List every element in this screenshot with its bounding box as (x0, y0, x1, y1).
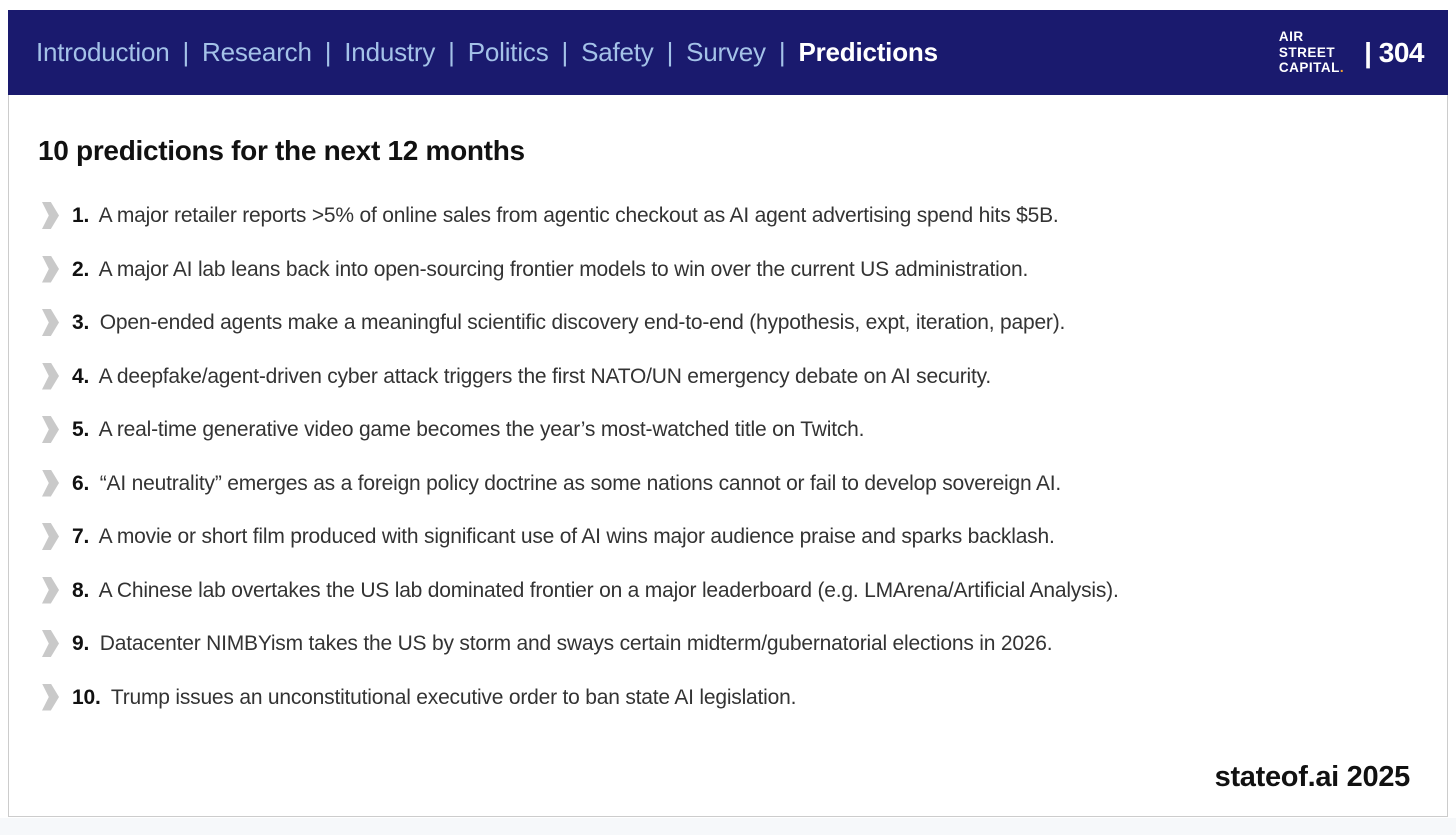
nav-item-safety[interactable]: Safety (581, 37, 654, 67)
prediction-item: 2. A major AI lab leans back into open-s… (42, 255, 1427, 283)
prediction-item: 5. A real-time generative video game bec… (42, 416, 1427, 443)
arrow-bullet-icon (42, 683, 59, 711)
prediction-text: 4. A deepfake/agent-driven cyber attack … (72, 363, 991, 390)
nav-separator: | (324, 37, 332, 67)
prediction-body: A real-time generative video game become… (94, 418, 865, 441)
nav-separator: | (182, 37, 190, 67)
prediction-body: Trump issues an unconstitutional executi… (105, 685, 797, 709)
prediction-number: 10. (72, 685, 101, 709)
nav-item-survey[interactable]: Survey (686, 37, 766, 67)
prediction-body: “AI neutrality” emerges as a foreign pol… (94, 471, 1062, 495)
prediction-item: 8. A Chinese lab overtakes the US lab do… (42, 576, 1427, 604)
nav-separator: | (561, 37, 569, 67)
logo-dot: . (1339, 60, 1345, 76)
prediction-text: 7. A movie or short film produced with s… (72, 523, 1055, 550)
logo-line-1: AIR (1278, 29, 1304, 45)
prediction-number: 3. (72, 311, 90, 334)
prediction-item: 7. A movie or short film produced with s… (42, 523, 1427, 550)
prediction-number: 2. (72, 257, 90, 281)
logo-line-3: CAPITAL. (1278, 60, 1345, 76)
prediction-text: 9. Datacenter NIMBYism takes the US by s… (72, 630, 1053, 657)
nav-item-industry[interactable]: Industry (344, 37, 436, 67)
arrow-bullet-icon (42, 469, 59, 497)
arrow-bullet-icon (42, 255, 59, 283)
arrow-bullet-icon (42, 630, 59, 657)
prediction-body: A Chinese lab overtakes the US lab domin… (94, 578, 1119, 602)
arrow-bullet-icon (42, 576, 59, 604)
nav-item-research[interactable]: Research (202, 37, 312, 67)
arrow-bullet-icon (42, 416, 59, 443)
nav-item-introduction[interactable]: Introduction (36, 37, 170, 67)
page-number-separator: | (1364, 36, 1372, 68)
page-bottom-strip (0, 818, 1456, 835)
nav-separator: | (666, 37, 674, 67)
air-street-capital-logo: AIR STREET CAPITAL. (1279, 29, 1344, 76)
nav-item-politics[interactable]: Politics (467, 37, 549, 67)
prediction-number: 7. (72, 525, 90, 548)
prediction-text: 8. A Chinese lab overtakes the US lab do… (72, 577, 1119, 604)
prediction-item: 3. Open-ended agents make a meaningful s… (42, 309, 1427, 336)
nav-separator: | (778, 37, 786, 67)
prediction-item: 6. “AI neutrality” emerges as a foreign … (42, 469, 1427, 497)
prediction-item: 1. A major retailer reports >5% of onlin… (42, 202, 1427, 229)
arrow-bullet-icon (42, 202, 59, 229)
prediction-text: 6. “AI neutrality” emerges as a foreign … (72, 470, 1061, 497)
prediction-body: A major retailer reports >5% of online s… (94, 204, 1059, 227)
nav-separator: | (448, 37, 455, 67)
prediction-number: 6. (72, 471, 90, 495)
prediction-number: 5. (72, 418, 90, 441)
header-nav: Introduction | Research | Industry | Politics |… (36, 37, 1279, 68)
stateofai-brand: stateof.ai 2025 (1214, 761, 1411, 793)
prediction-number: 9. (72, 632, 90, 655)
predictions-list: 1. A major retailer reports >5% of onlin… (9, 202, 1447, 711)
slide-body: 10 predictions for the next 12 months 1.… (8, 95, 1448, 817)
arrow-bullet-icon (42, 362, 59, 390)
arrow-bullet-icon (42, 523, 59, 550)
arrow-bullet-icon (42, 309, 59, 336)
prediction-body: Open-ended agents make a meaningful scie… (94, 311, 1066, 334)
prediction-text: 1. A major retailer reports >5% of onlin… (72, 202, 1059, 229)
prediction-body: A major AI lab leans back into open-sour… (94, 257, 1029, 281)
prediction-item: 10. Trump issues an unconstitutional exe… (42, 683, 1427, 711)
prediction-body: Datacenter NIMBYism takes the US by stor… (94, 632, 1053, 655)
page-number-value: 304 (1378, 36, 1425, 68)
prediction-text: 3. Open-ended agents make a meaningful s… (72, 309, 1065, 336)
prediction-number: 4. (72, 364, 90, 388)
prediction-body: A movie or short film produced with sign… (94, 525, 1055, 548)
prediction-text: 10. Trump issues an unconstitutional exe… (72, 684, 796, 711)
logo-line-2: STREET (1278, 44, 1336, 60)
prediction-number: 8. (72, 578, 90, 602)
prediction-text: 5. A real-time generative video game bec… (72, 416, 864, 443)
nav-item-predictions[interactable]: Predictions (798, 37, 938, 67)
prediction-item: 4. A deepfake/agent-driven cyber attack … (42, 362, 1427, 390)
prediction-item: 9. Datacenter NIMBYism takes the US by s… (42, 630, 1427, 657)
page-number: | 304 (1364, 37, 1424, 69)
prediction-body: A deepfake/agent-driven cyber attack tri… (94, 364, 992, 388)
prediction-text: 2. A major AI lab leans back into open-s… (72, 256, 1028, 283)
slide-header: Introduction | Research | Industry | Politics |… (8, 10, 1448, 95)
slide: Introduction | Research | Industry | Politics |… (8, 10, 1448, 817)
prediction-number: 1. (72, 204, 90, 227)
slide-title: 10 predictions for the next 12 months (38, 135, 525, 166)
